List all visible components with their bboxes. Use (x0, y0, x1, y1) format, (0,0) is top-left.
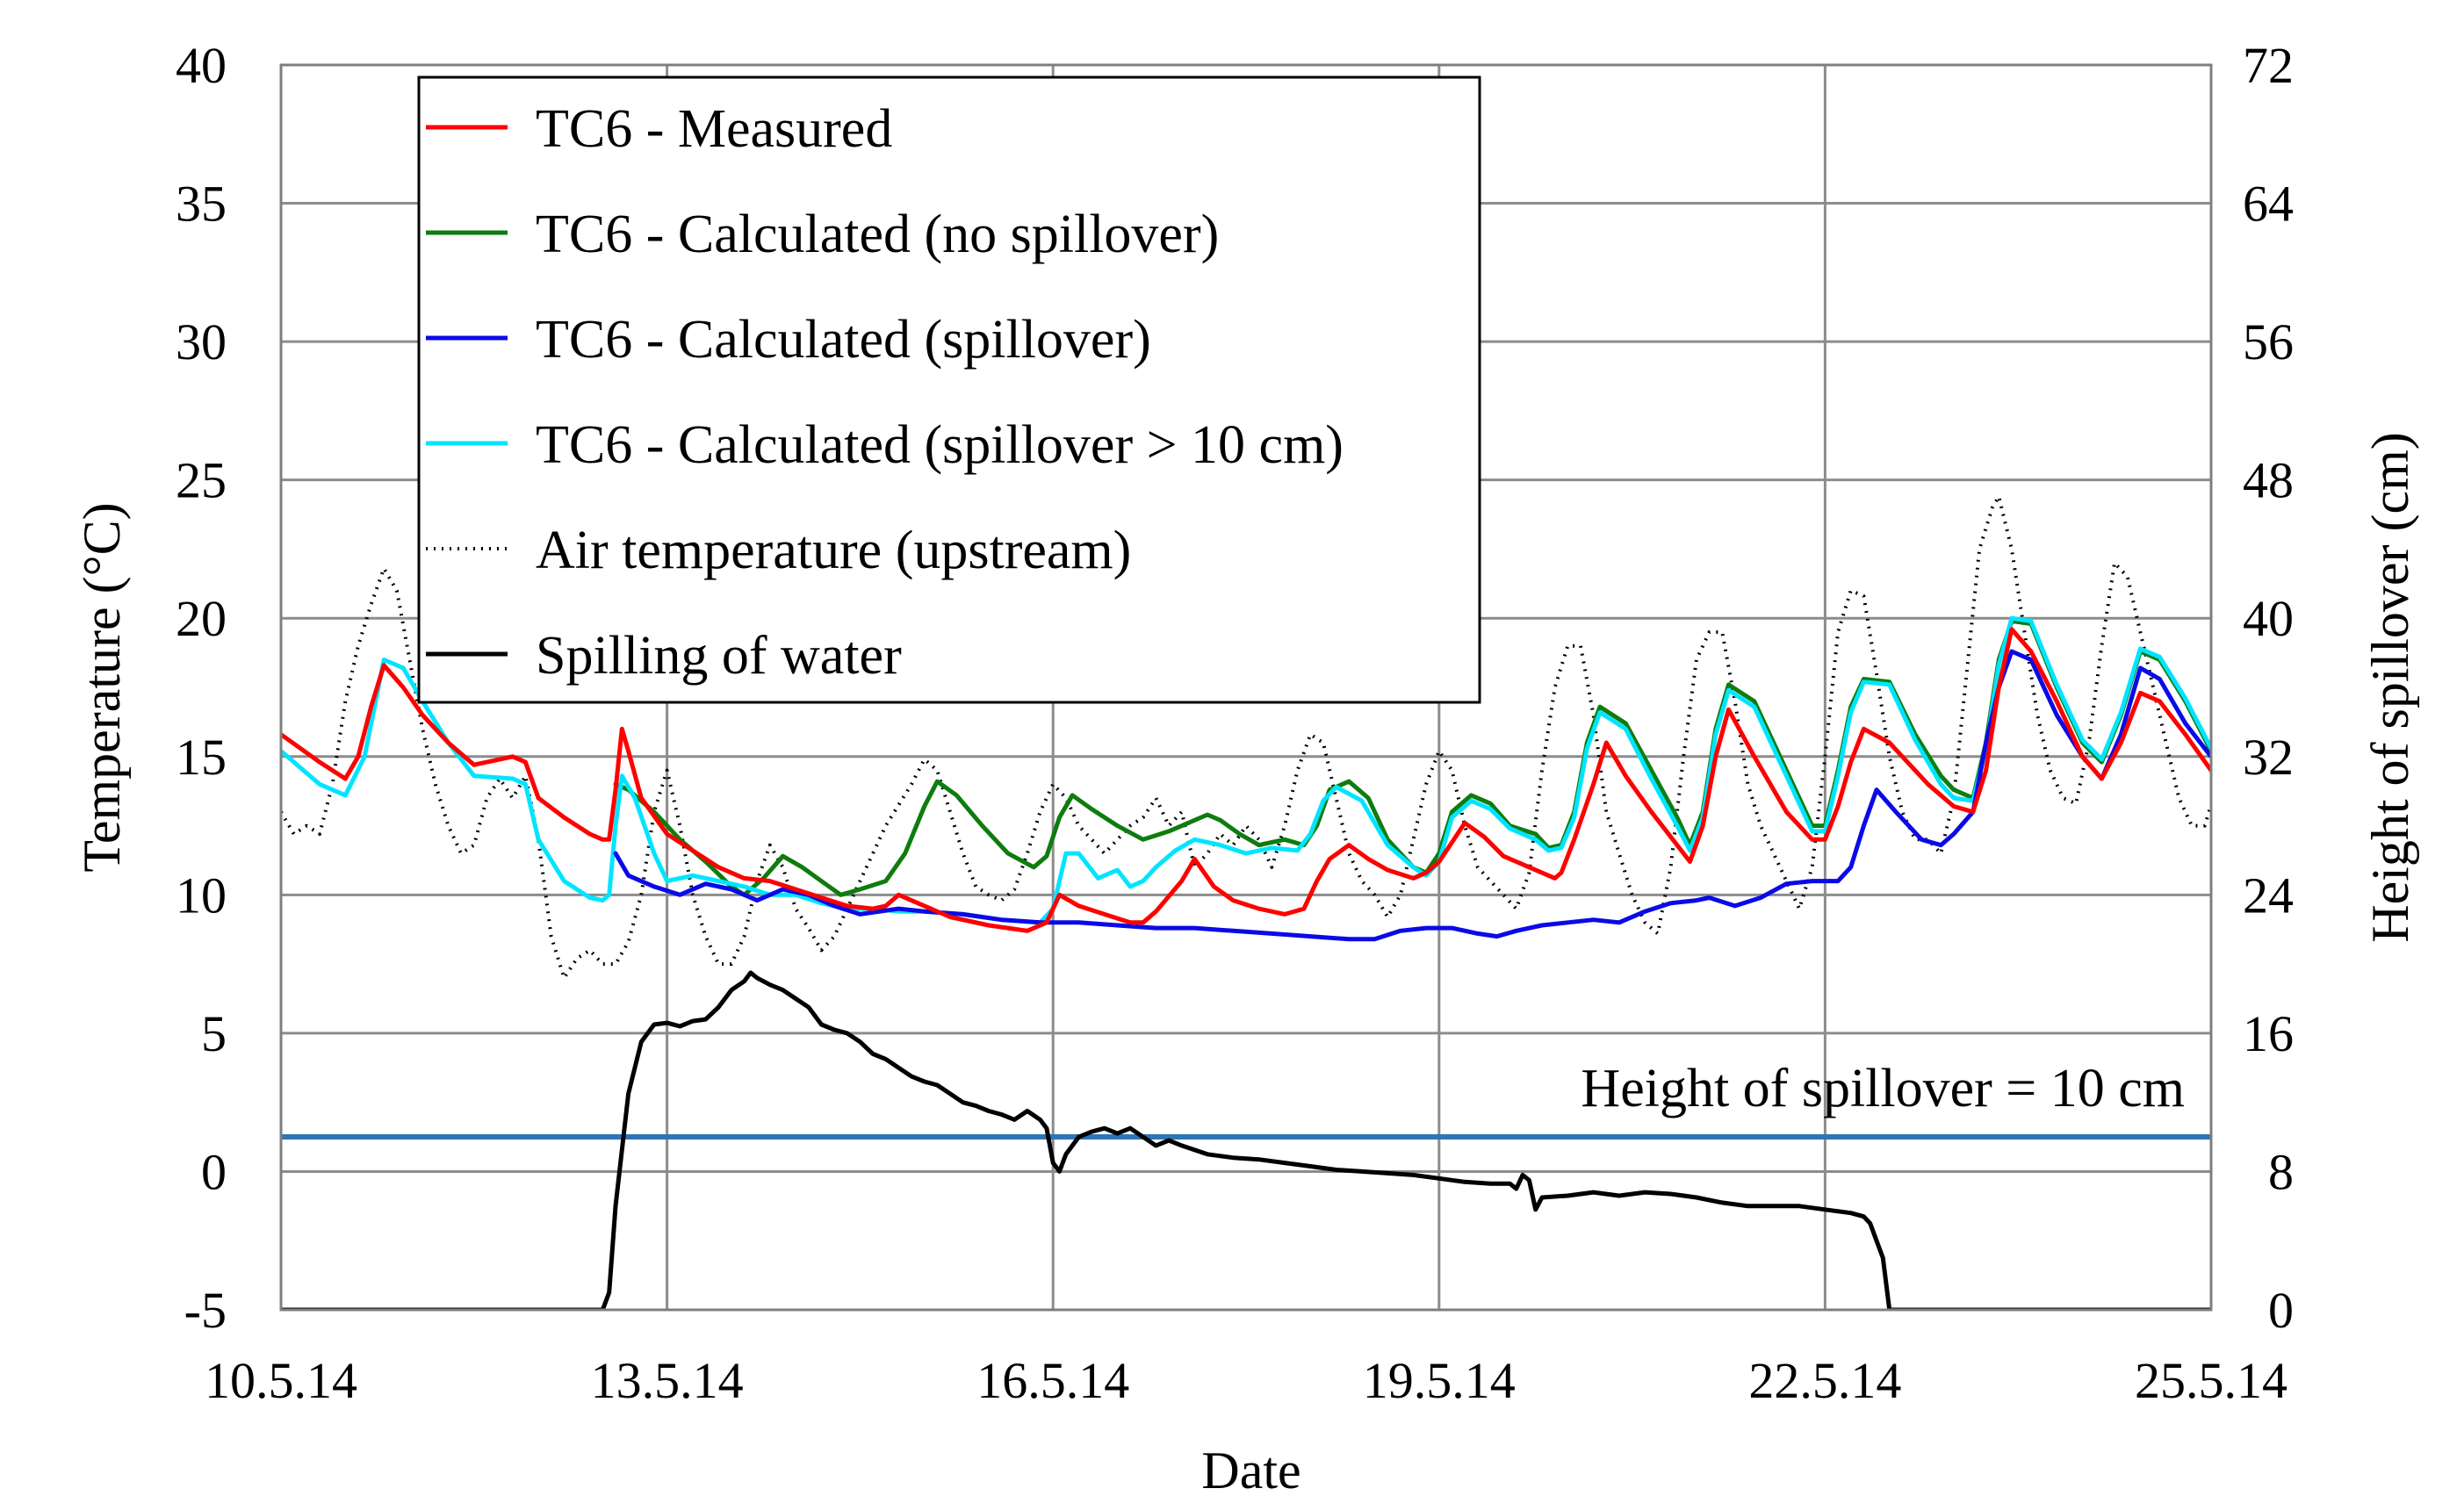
y2-tick-label: 0 (2268, 1282, 2294, 1339)
x-tick-label: 13.5.14 (591, 1352, 744, 1409)
legend-label: TC6 - Measured (536, 99, 892, 159)
series-line-3 (281, 615, 2211, 925)
legend-label: Air temperature (upstream) (536, 521, 1131, 580)
y-tick-label: 30 (176, 313, 227, 370)
y2-tick-label: 64 (2243, 176, 2294, 233)
series-line-0 (281, 627, 2211, 933)
y2-tick-label: 16 (2243, 1005, 2294, 1062)
y-axis-left: -5 0 5 10 15 20 25 30 35 40 (176, 37, 227, 1339)
y-tick-label: 15 (176, 729, 227, 786)
legend-label: TC6 - Calculated (spillover > 10 cm) (536, 415, 1344, 475)
y-tick-label: 10 (176, 866, 227, 924)
x-tick-label: 10.5.14 (205, 1352, 357, 1409)
x-tick-label: 25.5.14 (2135, 1352, 2287, 1409)
y-tick-label: 35 (176, 176, 227, 233)
legend-label: TC6 - Calculated (spillover) (536, 310, 1151, 370)
legend-box (417, 76, 1481, 704)
x-tick-label: 19.5.14 (1363, 1352, 1516, 1409)
plot-frame (279, 63, 2213, 1312)
x-tick-label: 22.5.14 (1748, 1352, 1901, 1409)
series-line-5 (281, 970, 2211, 1310)
y2-tick-label: 40 (2243, 590, 2294, 647)
y-axis-right: 0 8 16 24 32 40 48 56 64 72 (2243, 37, 2294, 1339)
legend: TC6 - Measured TC6 - Calculated (no spill… (417, 76, 1481, 704)
y2-tick-label: 8 (2268, 1143, 2294, 1200)
y-tick-label: 0 (201, 1143, 227, 1200)
y2-axis-title: Height of spillover (cm) (2361, 432, 2419, 943)
y2-tick-label: 48 (2243, 452, 2294, 509)
x-tick-label: 16.5.14 (976, 1352, 1129, 1409)
y-tick-label: 25 (176, 452, 227, 509)
y-tick-label: -5 (184, 1282, 227, 1339)
spillover-threshold-label: Height of spillover = 10 cm (1581, 1059, 2185, 1118)
x-axis: 10.5.14 13.5.14 16.5.14 19.5.14 22.5.14 25.5.… (205, 1352, 2287, 1409)
y-axis-title: Temperature (°C) (73, 502, 131, 872)
y2-tick-label: 56 (2243, 313, 2294, 370)
y-tick-label: 20 (176, 590, 227, 647)
legend-label: Spilling of water (536, 626, 902, 686)
y-tick-label: 40 (176, 37, 227, 94)
y2-tick-label: 72 (2243, 37, 2294, 94)
plot-area (281, 494, 2211, 1310)
y-tick-label: 5 (201, 1005, 227, 1062)
legend-label: TC6 - Calculated (no spillover) (536, 205, 1219, 264)
y2-tick-label: 24 (2243, 866, 2294, 924)
x-axis-title: Date (1201, 1442, 1300, 1499)
y2-tick-label: 32 (2243, 729, 2294, 786)
